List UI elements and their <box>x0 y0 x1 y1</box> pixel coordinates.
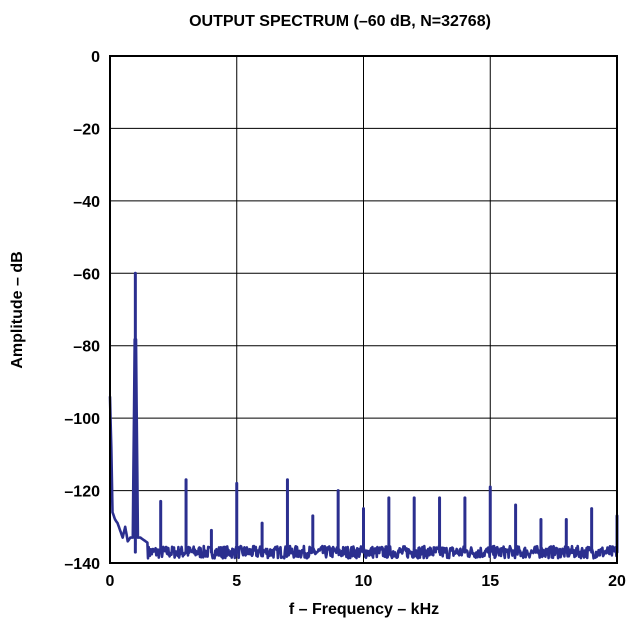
y-tick-label: –80 <box>73 339 100 356</box>
y-tick-label: –100 <box>64 411 100 428</box>
grid-lines <box>110 56 617 563</box>
chart-title: OUTPUT SPECTRUM (–60 dB, N=32768) <box>189 13 491 30</box>
x-tick-label: 15 <box>481 573 499 590</box>
x-axis-label: f – Frequency – kHz <box>289 601 439 618</box>
x-tick-label: 20 <box>608 573 626 590</box>
y-tick-label: –120 <box>64 484 100 501</box>
y-axis-label: Amplitude – dB <box>9 251 26 368</box>
x-tick-label: 0 <box>106 573 115 590</box>
y-tick-label: –140 <box>64 556 100 573</box>
plot-content <box>108 271 619 560</box>
y-tick-label: –20 <box>73 121 100 138</box>
y-tick-label: 0 <box>91 49 100 66</box>
y-tick-label: –40 <box>73 194 100 211</box>
y-tick-label: –60 <box>73 266 100 283</box>
y-tick-labels: 0 –20 –40 –60 –80 –100 –120 –140 <box>64 49 100 573</box>
x-tick-labels: 0 5 10 15 20 <box>106 573 626 590</box>
plot-frame <box>109 55 618 564</box>
x-tick-label: 10 <box>355 573 373 590</box>
x-tick-label: 5 <box>232 573 241 590</box>
